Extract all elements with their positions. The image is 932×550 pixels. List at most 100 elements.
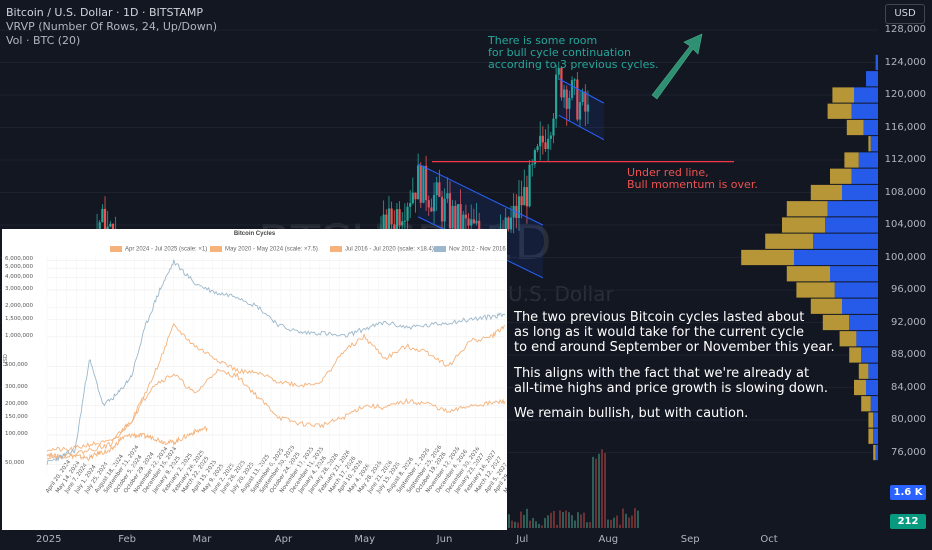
candle-body [555,74,558,119]
candle-body [98,222,101,230]
legend-swatch [110,246,122,252]
volume-profile-down-bar [741,249,794,266]
volume-bar [565,510,567,528]
candle-body [417,165,420,200]
candle-body [533,150,536,165]
candle-body [475,220,478,224]
candle-body [401,221,404,226]
volume-profile-up-bar [863,119,878,136]
time-axis-label: 2025 [36,534,62,545]
price-axis-label: 76,000 [891,446,926,458]
inset-legend-item: May 2020 - May 2024 (scale: ×7.5) [210,246,318,253]
volume-bar [577,512,579,528]
legend-swatch [210,246,222,252]
volume-bar [511,520,513,528]
symbol-title[interactable]: Bitcoin / U.S. Dollar · 1D · BITSTAMP [6,6,203,19]
legend-label: Nov 2012 - Nov 2016 [449,246,506,253]
time-axis-label: Aug [598,534,619,545]
time-axis-label: May [354,534,376,545]
volume-profile-down-bar [796,282,835,298]
candle-body [422,165,425,203]
candle-body [536,146,539,151]
candle-body [403,220,406,222]
volume-bar [562,511,564,528]
candle-body [581,91,584,103]
inset-y-tick: 3,000,000 [5,285,33,292]
candle-body [523,187,526,206]
volume-profile-up-bar [875,54,878,71]
channel-fill [418,164,543,278]
legend-label: Jul 2016 - Jul 2020 (scale: ×18.4) [345,246,434,253]
indicator-volume-label[interactable]: Vol · BTC (20) [6,34,81,47]
volume-bar [586,522,588,528]
candle-body [411,192,414,204]
volume-bar [619,524,621,528]
volume-bar [622,508,624,528]
volume-bar [529,520,531,528]
volume-bar [550,512,552,528]
time-axis-label: Jun [436,534,453,545]
price-axis-label: 104,000 [884,219,926,230]
countdown-badge: 212 [890,514,926,529]
candle-body [393,224,396,231]
time-axis-label: Apr [274,534,293,545]
time-axis-label: Jul [516,534,529,545]
volume-profile-up-bar [858,152,878,168]
candle-body [435,182,438,196]
volume-bar [523,514,525,528]
price-axis-label: 128,000 [884,24,926,35]
volume-bar [580,514,582,528]
annotation-cycle-length: The two previous Bitcoin cycles lasted a… [514,310,835,355]
volume-bar [604,453,606,528]
volume-bar [571,515,573,528]
channel-drawing [558,78,605,141]
candle-body [440,196,444,222]
inset-plot [46,257,506,474]
inset-y-tick: 6,000,000 [5,256,33,263]
price-axis-label: 108,000 [884,186,926,198]
inset-y-tick: 1,500,000 [5,315,33,322]
candle-body [398,209,401,226]
candle-body [517,196,521,218]
candle-body [576,79,579,120]
inset-y-tick: 300,000 [5,384,28,391]
volume-bar [553,510,555,528]
time-axis-label: Sep [680,534,700,545]
candle-body [464,214,468,219]
candle-body [478,220,481,236]
candle-body [520,196,523,206]
volume-bar [517,522,519,528]
annotation-bull-continuation: There is some room for bull cycle contin… [488,34,659,71]
candle-body [456,204,460,232]
volume-bar [535,521,537,528]
inset-y-tick: 100,000 [5,430,28,437]
currency-button[interactable]: USD [885,4,925,24]
indicator-vrvp-label[interactable]: VRVP (Number Of Rows, 24, Up/Down) [6,20,218,33]
volume-profile-down-bar [822,314,850,331]
price-axis-label: 124,000 [884,56,926,68]
volume-profile-up-bar [868,363,878,379]
candle-body [557,68,560,75]
volume-bar [532,517,534,528]
volume-profile-up-bar [842,184,878,201]
volume-profile-up-bar [851,168,878,184]
volume-profile-up-bar [866,379,878,396]
candle-body [578,102,582,120]
volume-bar [607,519,609,528]
volume-profile-up-bar [825,217,878,233]
volume-profile-up-bar [830,266,878,282]
candle-body [109,223,112,227]
volume-bar [589,522,591,528]
volume-bar [544,518,546,528]
candle-body [459,204,462,232]
legend-label: May 2020 - May 2024 (scale: ×7.5) [225,246,318,253]
candle-body [547,138,550,150]
candle-body [541,135,544,143]
channel-line [558,78,605,104]
price-axis-label: 120,000 [884,89,926,100]
volume-profile-down-bar [832,87,854,103]
candle-body [432,195,436,212]
volume-profile-down-bar [782,217,826,233]
inset-title: Bitcoin Cycles [233,231,276,237]
